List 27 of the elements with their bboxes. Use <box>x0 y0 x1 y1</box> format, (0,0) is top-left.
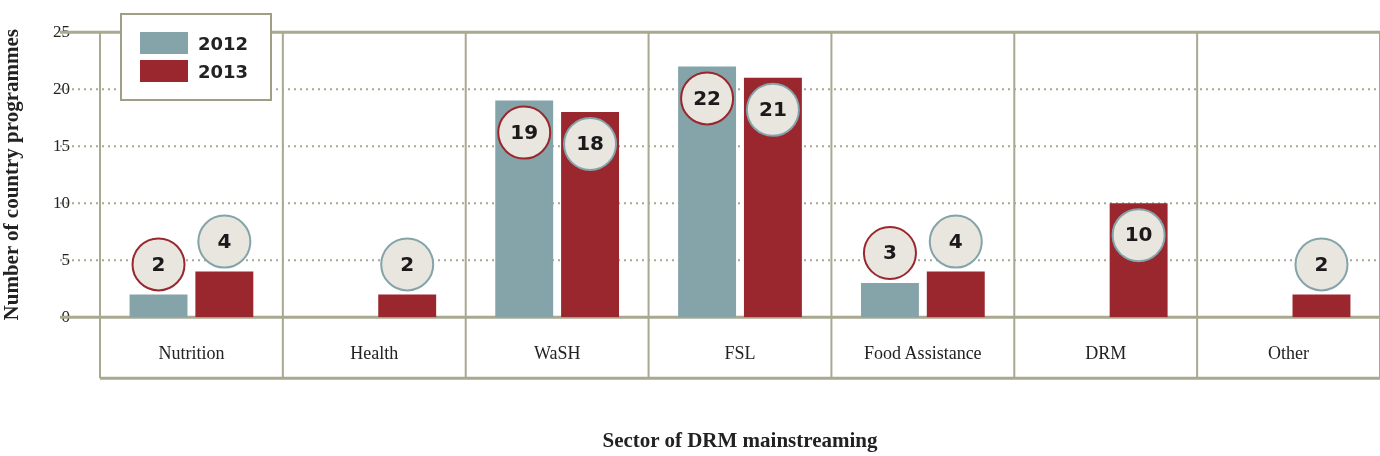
legend-label: 2013 <box>198 60 249 82</box>
y-axis-title: Number of country programmes <box>0 28 24 321</box>
data-label: 2 <box>400 251 415 276</box>
data-label: 21 <box>758 97 787 121</box>
x-tick-label: WaSH <box>533 342 581 363</box>
y-tick-label: 10 <box>53 192 70 212</box>
data-label: 2 <box>151 251 166 276</box>
y-tick-label: 20 <box>53 78 70 98</box>
data-label: 2 <box>1314 251 1329 276</box>
x-axis-title: Sector of DRM mainstreaming <box>602 427 879 452</box>
data-label: 22 <box>693 85 722 110</box>
data-label: 4 <box>217 228 232 253</box>
y-tick-label: 5 <box>61 249 70 269</box>
data-label: 10 <box>1124 222 1153 247</box>
x-tick-label: Food Assistance <box>864 342 982 363</box>
data-label: 19 <box>510 119 539 144</box>
data-label: 3 <box>882 240 897 265</box>
y-tick-label: 15 <box>53 135 70 155</box>
bar <box>860 283 919 318</box>
x-tick-label: Nutrition <box>158 342 225 363</box>
x-tick-label: FSL <box>724 342 756 363</box>
x-tick-label: Health <box>350 342 399 363</box>
x-tick-label: DRM <box>1085 342 1127 363</box>
data-label: 4 <box>948 228 963 253</box>
x-tick-label: Other <box>1268 342 1310 363</box>
legend-label: 2012 <box>198 32 249 54</box>
data-label: 18 <box>576 131 604 156</box>
